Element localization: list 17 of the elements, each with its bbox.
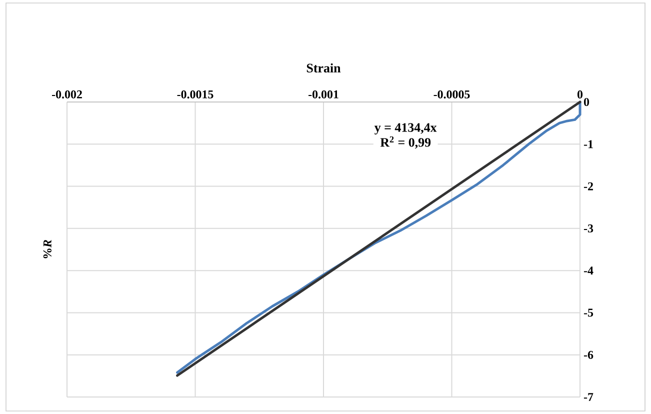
x-tick-label: -0.001 xyxy=(308,90,338,98)
x-tick-label: -0.0015 xyxy=(177,90,214,98)
annotation: y = 4134,4x xyxy=(374,123,437,135)
annotation: R$^{2}$ = 0,99 xyxy=(380,136,431,149)
y-tick-label: -7 xyxy=(584,393,594,401)
x-tick-label: 0 xyxy=(577,90,583,98)
y-tick-label: -2 xyxy=(584,182,593,190)
y-tick-label: -4 xyxy=(584,266,594,275)
x-tick-label: -0.002 xyxy=(52,90,82,98)
chart-title: Strain xyxy=(306,63,341,72)
y-tick-label: 0 xyxy=(584,98,590,106)
x-tick-label: -0.0005 xyxy=(434,90,470,98)
y-axis-title: %R xyxy=(43,240,52,258)
y-tick-label: -5 xyxy=(584,308,594,317)
y-tick-label: -3 xyxy=(584,224,594,232)
y-tick-label: -1 xyxy=(584,140,593,148)
y-tick-label: -6 xyxy=(584,350,594,359)
